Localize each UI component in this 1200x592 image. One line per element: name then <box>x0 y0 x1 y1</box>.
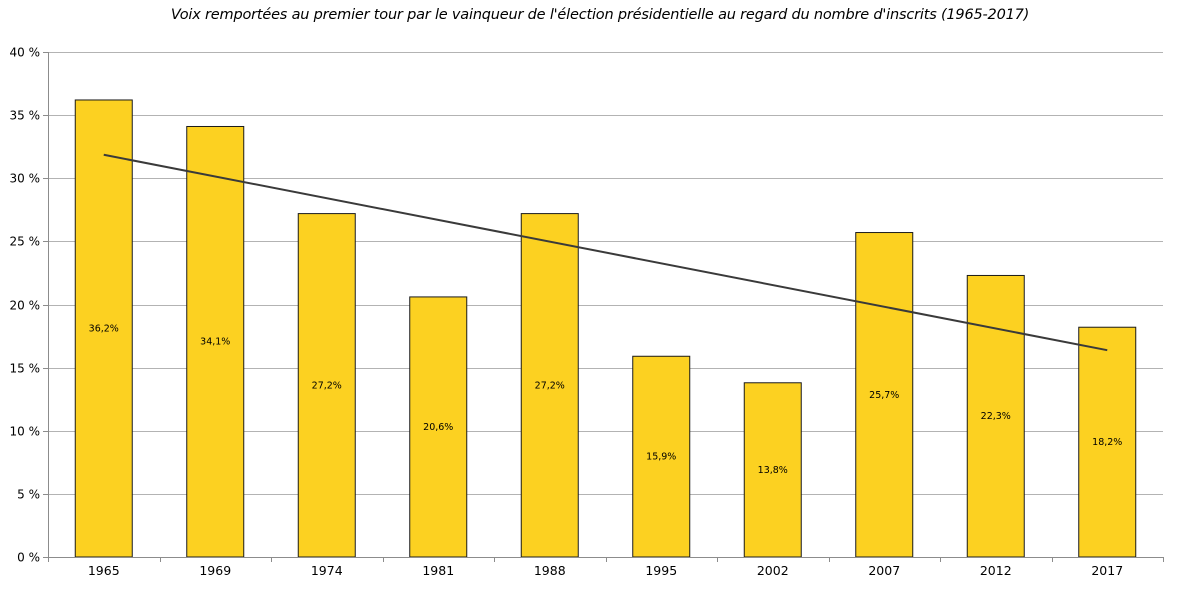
bar-2012 <box>966 274 1025 558</box>
bar-1965 <box>74 99 133 558</box>
y-tick-label: 35 % <box>10 109 41 123</box>
bars <box>74 99 1137 558</box>
y-axis-ticks: 0 % 5 % 10 % 15 % 20 % 25 % 30 % 35 % 40 % <box>10 46 48 565</box>
x-axis-ticks: 1965 1969 1974 1981 1988 1995 2002 2007 2012 2017 <box>48 557 1164 578</box>
x-tick-label: 2007 <box>868 563 900 578</box>
y-tick-label: 15 % <box>10 362 41 376</box>
y-tick-label: 5 % <box>17 488 40 502</box>
x-tick-label: 2017 <box>1091 563 1123 578</box>
x-tick-label: 2012 <box>980 563 1012 578</box>
data-label: 27,2% <box>312 380 342 391</box>
data-label: 34,1% <box>200 337 230 348</box>
bar-2007 <box>855 232 914 558</box>
bar-2002 <box>743 382 802 558</box>
trendline-layer <box>103 153 1108 352</box>
axes <box>48 52 1163 558</box>
x-tick-label: 1981 <box>422 563 454 578</box>
bar-1981 <box>409 296 468 558</box>
y-tick-label: 30 % <box>10 172 41 186</box>
data-label: 15,9% <box>646 452 676 463</box>
y-tick-label: 25 % <box>10 235 41 249</box>
x-tick-label: 1988 <box>534 563 566 578</box>
data-label: 13,8% <box>758 465 788 476</box>
data-label: 36,2% <box>89 323 119 334</box>
data-label: 18,2% <box>1092 437 1122 448</box>
x-tick-label: 1965 <box>88 563 120 578</box>
data-label: 25,7% <box>869 390 899 401</box>
trendline <box>103 153 1108 352</box>
bar-1969 <box>186 125 245 558</box>
data-label: 27,2% <box>535 380 565 391</box>
y-tick-label: 40 % <box>10 46 41 60</box>
data-label: 20,6% <box>423 422 453 433</box>
y-tick-label: 20 % <box>10 299 41 313</box>
y-tick-label: 10 % <box>10 425 41 439</box>
bar-1988 <box>520 213 579 558</box>
data-labels: 36,2% 34,1% 27,2% 20,6% 27,2% 15,9% 13,8% 25,7%… <box>89 323 1123 475</box>
x-tick-label: 1969 <box>199 563 231 578</box>
chart-title: Voix remportées au premier tour par le v… <box>170 7 1030 23</box>
bar-1995 <box>632 355 691 558</box>
x-tick-label: 1995 <box>645 563 677 578</box>
x-tick-label: 1974 <box>311 563 343 578</box>
data-label: 22,3% <box>981 411 1011 422</box>
bar-1974 <box>297 213 356 558</box>
x-tick-label: 2002 <box>757 563 789 578</box>
y-tick-label: 0 % <box>17 551 40 565</box>
